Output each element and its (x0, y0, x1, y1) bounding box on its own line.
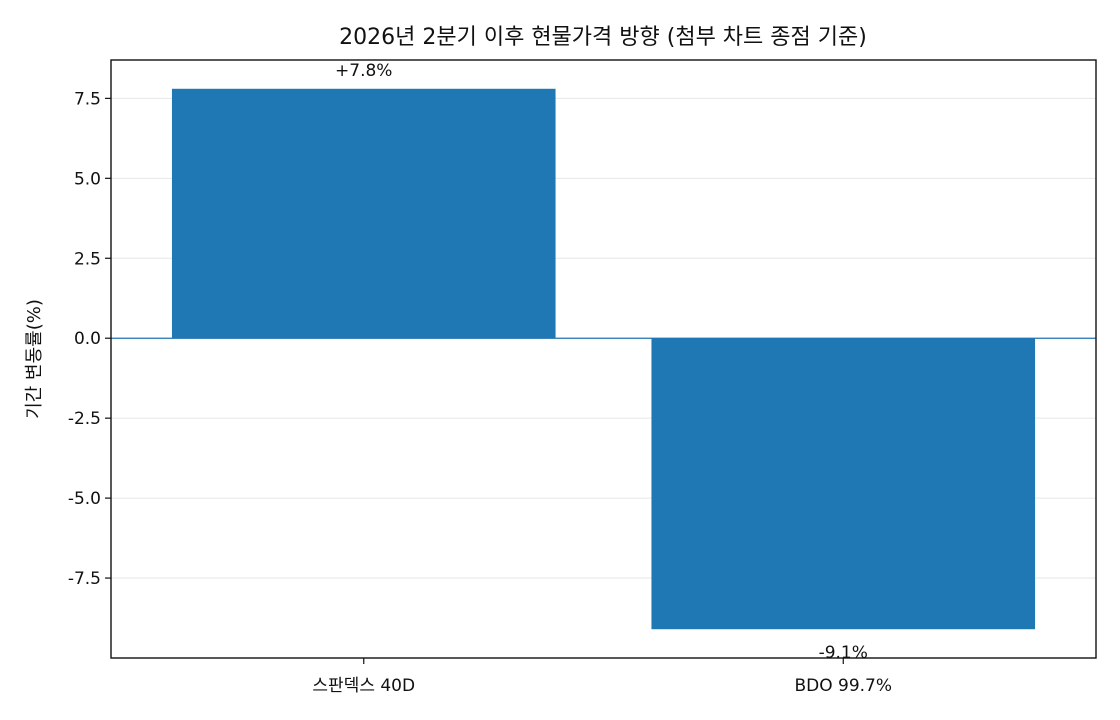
y-tick-label: -5.0 (68, 489, 101, 509)
y-tick-label: 5.0 (74, 169, 101, 189)
data-label: -9.1% (819, 643, 868, 663)
x-tick-label: BDO 99.7% (794, 676, 892, 696)
y-tick-label: 2.5 (74, 249, 101, 269)
x-axis: 스판덱스 40D BDO 99.7% (312, 658, 892, 696)
bar (171, 88, 556, 339)
bars (171, 88, 1036, 630)
y-tick-label: -7.5 (68, 569, 101, 589)
y-tick-label: 7.5 (74, 89, 101, 109)
bar (651, 338, 1036, 630)
y-tick-label: 0.0 (74, 329, 101, 349)
data-label: +7.8% (335, 61, 392, 81)
y-axis: -7.5 -5.0 -2.5 0.0 2.5 5.0 7.5 (68, 89, 111, 589)
data-labels: +7.8% -9.1% (335, 61, 868, 663)
plot-frame (110, 59, 1097, 659)
chart-title: 2026년 2분기 이후 현물가격 방향 (첨부 차트 종점 기준) (339, 25, 867, 50)
x-tick-label: 스판덱스 40D (312, 676, 415, 696)
y-axis-label: 기간 변동률(%) (24, 299, 45, 419)
y-tick-label: -2.5 (68, 409, 101, 429)
